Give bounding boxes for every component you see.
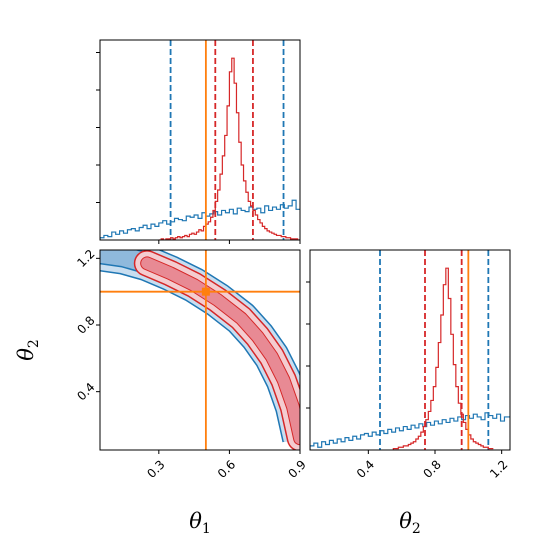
theta2-hist-plot-area [310, 250, 510, 450]
axis-label-symbol: θ [399, 509, 412, 533]
axis-label-theta2: θ2 [399, 509, 421, 537]
contour-red-inner-fill [141, 257, 300, 445]
histogram-blue-series [100, 199, 300, 240]
theta1-marginal-frame [99, 39, 301, 241]
joint-y-tick-label-1: 0.4 [74, 380, 97, 403]
joint-y-tick-label-3: 1.2 [74, 247, 97, 270]
axis-label-symbol: θ [14, 348, 38, 361]
axis-label-subscript: 1 [202, 521, 211, 537]
theta1-hist-plot-area [100, 40, 300, 240]
joint-contour-panel: 0.3 0.6 0.9 0.4 0.8 1.2 [74, 247, 309, 481]
joint-plot-area [100, 250, 300, 450]
theta2-right-x-tick-label-2: 0.8 [420, 457, 443, 480]
theta2-right-x-tick-label-1: 0.4 [354, 457, 377, 480]
axis-label-theta2: θ2 [14, 339, 42, 361]
axis-label-subscript: 2 [412, 521, 421, 537]
axis-label-subscript: 2 [26, 339, 42, 348]
joint-x-tick-label-2: 0.6 [215, 457, 238, 480]
histogram-blue-series [310, 412, 510, 450]
joint-frame [99, 249, 301, 451]
axis-label-symbol: θ [189, 509, 202, 533]
joint-x-tick-label-1: 0.3 [144, 457, 167, 480]
joint-x-tick-label-3: 0.9 [285, 457, 308, 480]
theta2-right-x-tick-label-3: 1.2 [487, 457, 510, 480]
theta1-marginal-panel [96, 39, 301, 244]
theta2-marginal-panel: 0.4 0.8 1.2 [306, 249, 511, 481]
truth-marker [201, 287, 210, 296]
histogram-red-series [392, 267, 494, 450]
histogram-red-series [158, 57, 300, 240]
axis-label-theta1: θ1 [189, 509, 211, 537]
joint-y-tick-label-2: 0.8 [74, 313, 97, 336]
theta2-marginal-frame [309, 249, 511, 451]
